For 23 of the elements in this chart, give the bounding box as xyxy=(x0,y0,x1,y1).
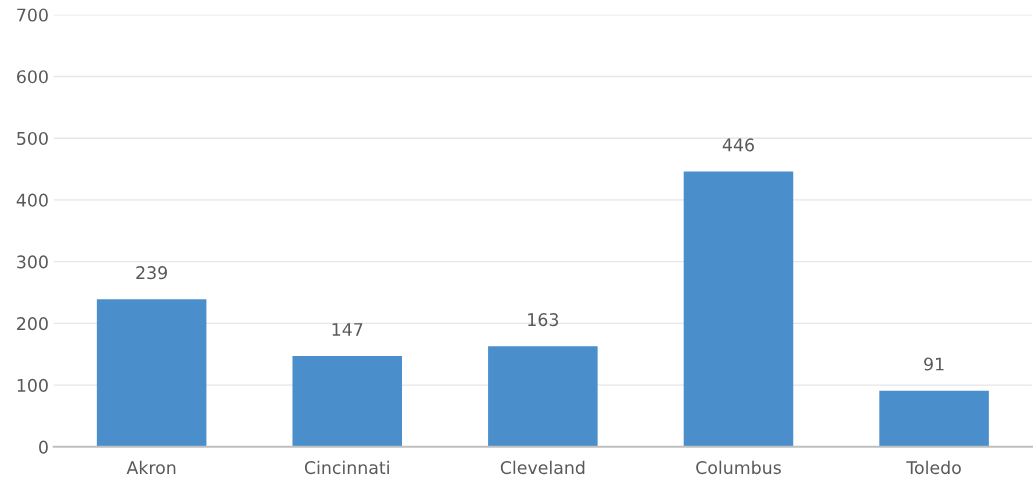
x-tick-label: Toledo xyxy=(906,460,961,475)
bar xyxy=(683,171,794,447)
data-label: 446 xyxy=(722,138,754,152)
y-tick-label: 0 xyxy=(39,440,48,454)
bar xyxy=(96,299,207,447)
bar xyxy=(292,356,403,447)
y-tick-label: 200 xyxy=(17,317,48,331)
bar xyxy=(488,346,598,447)
data-label: 91 xyxy=(924,357,944,371)
y-tick-label: 500 xyxy=(17,131,48,146)
data-label: 239 xyxy=(136,266,167,280)
y-tick-label: 100 xyxy=(17,378,48,392)
y-tick-label: 300 xyxy=(17,255,48,269)
bar xyxy=(879,390,989,447)
y-tick-label: 400 xyxy=(16,193,48,207)
data-label: 163 xyxy=(528,313,559,327)
y-tick-label: 700 xyxy=(17,8,48,22)
data-label: 147 xyxy=(332,323,363,336)
x-tick-label: Columbus xyxy=(696,460,781,475)
x-tick-label: Akron xyxy=(126,460,176,475)
x-tick-label: Cincinnati xyxy=(304,460,389,475)
y-tick-label: 600 xyxy=(17,70,48,84)
x-tick-label: Cleveland xyxy=(500,460,585,475)
